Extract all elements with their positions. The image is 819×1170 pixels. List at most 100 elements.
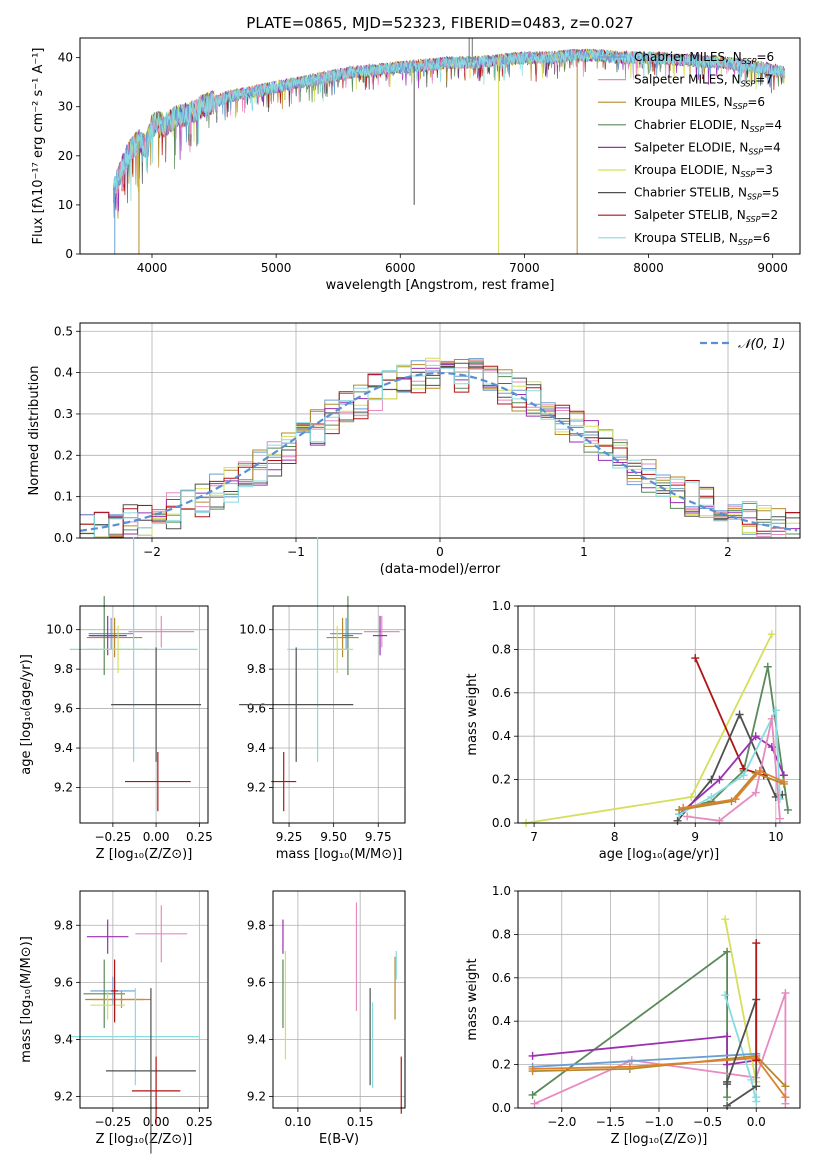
age_vs_mass-ytick-label: 10.0	[239, 623, 266, 637]
weight-marker	[723, 1080, 732, 1089]
weight_vs_Z-ylabel: mass weight	[465, 958, 480, 1040]
weight_vs_age-ytick-label: 0.8	[492, 642, 511, 656]
legend-label: Salpeter STELIB, NSSP=2	[634, 208, 778, 224]
spectrum-ytick-label: 40	[58, 51, 73, 65]
weight-marker	[731, 795, 740, 804]
mass_vs_ebv-ytick-label: 9.4	[247, 1032, 266, 1046]
legend-model: Salpeter MILES, N	[634, 73, 741, 87]
age_vs_Z-ylabel: age [log₁₀(age/yr)]	[19, 654, 34, 775]
age_vs_mass-xtick-label: 9.75	[365, 830, 392, 844]
weight_vs_Z-xtick-label: −2.0	[547, 1115, 576, 1129]
weight_vs_age-ytick-label: 1.0	[492, 599, 511, 613]
legend-count: =6	[747, 95, 765, 109]
weight_vs_age-ytick-label: 0.2	[492, 773, 511, 787]
weight-marker	[751, 732, 760, 741]
weight-marker	[723, 1093, 732, 1102]
residuals-frame	[79, 322, 801, 539]
weight-marker	[775, 795, 784, 804]
mass_vs_Z-xtick-label: 0.25	[186, 1115, 213, 1129]
legend-subscript: SSP	[750, 125, 765, 134]
mass_vs_ebv-frame	[272, 890, 406, 1109]
residuals-ytick-label: 0.5	[54, 324, 73, 338]
weight-marker	[752, 1082, 761, 1091]
mass_vs_Z-ytick-label: 9.8	[54, 918, 73, 932]
weight-marker	[721, 991, 730, 1000]
weight_vs_Z-xtick-label: −1.0	[644, 1115, 673, 1129]
weight_vs_Z-xtick-label: −0.5	[693, 1115, 722, 1129]
weight-marker	[751, 788, 760, 797]
weight_vs_age-xtick-label: 7	[530, 830, 538, 844]
weight_vs_age-ytick-label: 0.4	[492, 729, 511, 743]
weight-marker	[779, 777, 788, 786]
weight_vs_Z-ytick-label: 1.0	[492, 884, 511, 898]
residuals-ytick-label: 0.2	[54, 448, 73, 462]
spectrum-ylabel: Flux [fλ10⁻¹⁷ erg cm⁻² s⁻¹ A⁻¹]	[31, 48, 46, 245]
spectrum-xtick-label: 4000	[137, 261, 168, 275]
legend-model: Chabrier MILES, N	[634, 50, 742, 64]
mass_vs_ebv-ytick-label: 9.6	[247, 975, 266, 989]
spectrum-ytick-label: 10	[58, 198, 73, 212]
legend-count: =3	[755, 163, 773, 177]
mass_vs_ebv-xlabel: E(B-V)	[319, 1132, 359, 1147]
mass_vs_ebv-xtick-label: 0.15	[347, 1115, 374, 1129]
weight_vs_Z-xtick-label: −1.5	[596, 1115, 625, 1129]
weight-line	[525, 633, 773, 824]
weight_vs_Z-frame	[517, 890, 801, 1109]
weight-marker	[752, 1093, 761, 1102]
age_vs_mass-ytick-label: 9.8	[247, 662, 266, 676]
legend-subscript: SSP	[733, 102, 748, 111]
weight-line	[532, 950, 728, 1098]
weight-marker	[691, 654, 700, 663]
spectrum-line	[113, 48, 786, 202]
residuals-ytick-label: 0.3	[54, 407, 73, 421]
age_vs_mass-xlabel: mass [log₁₀(M/M⊙)]	[276, 847, 403, 862]
weight_vs_age-ylabel: mass weight	[465, 673, 480, 755]
legend-model: Chabrier ELODIE, N	[634, 118, 750, 132]
legend-subscript: SSP	[741, 80, 756, 89]
age_vs_Z-ytick-label: 9.8	[54, 662, 73, 676]
mass_vs_Z-frame	[79, 890, 209, 1109]
mass_vs_Z-xlabel: Z [log₁₀(Z/Z⊙)]	[96, 1132, 193, 1147]
weight-marker	[739, 771, 748, 780]
mass_vs_ebv-xtick-label: 0.10	[285, 1115, 312, 1129]
legend-count: =5	[762, 186, 780, 200]
weight-marker	[679, 803, 688, 812]
age_vs_Z-xtick-label: −0.25	[94, 830, 131, 844]
age_vs_Z-ytick-label: 9.4	[54, 741, 73, 755]
weight-marker	[528, 1051, 537, 1060]
weight_vs_age-ytick-label: 0.6	[492, 686, 511, 700]
weight-line	[678, 706, 781, 816]
weight-marker	[781, 1093, 790, 1102]
normal-legend-label: 𝒩(0, 1)	[738, 337, 785, 352]
legend-count: =4	[763, 140, 781, 154]
legend-model: Salpeter ELODIE, N	[634, 140, 748, 154]
legend-subscript: SSP	[746, 215, 761, 224]
weight-marker	[530, 1099, 539, 1108]
age_vs_mass-ytick-label: 9.2	[247, 780, 266, 794]
weight-line	[532, 1035, 757, 1066]
weight-marker	[752, 939, 761, 948]
weight-marker	[783, 805, 792, 814]
mass_vs_ebv-ytick-label: 9.8	[247, 918, 266, 932]
weight-marker	[687, 792, 696, 801]
residuals-xtick-label: 0	[436, 545, 444, 559]
spectrum-xtick-label: 6000	[385, 261, 416, 275]
weight-marker	[752, 1056, 761, 1065]
legend-model: Chabrier STELIB, N	[634, 186, 747, 200]
weight-line	[532, 1057, 787, 1098]
weight-marker	[715, 775, 724, 784]
legend-subscript: SSP	[741, 170, 756, 179]
spectrum-xtick-label: 9000	[757, 261, 788, 275]
residuals-ytick-label: 0.1	[54, 490, 73, 504]
weight_vs_Z-ytick-label: 0.2	[492, 1058, 511, 1072]
mass_vs_Z-xtick-label: −0.25	[94, 1115, 131, 1129]
weight-marker	[747, 1075, 756, 1084]
residuals-xtick-label: −1	[287, 545, 305, 559]
legend-model: Salpeter STELIB, N	[634, 208, 746, 222]
residuals-xtick-label: 1	[580, 545, 588, 559]
spectrum-xtick-label: 7000	[509, 261, 540, 275]
age_vs_Z-xtick-label: 0.00	[143, 830, 170, 844]
weight-line	[694, 657, 764, 777]
weight-line	[534, 992, 787, 1105]
